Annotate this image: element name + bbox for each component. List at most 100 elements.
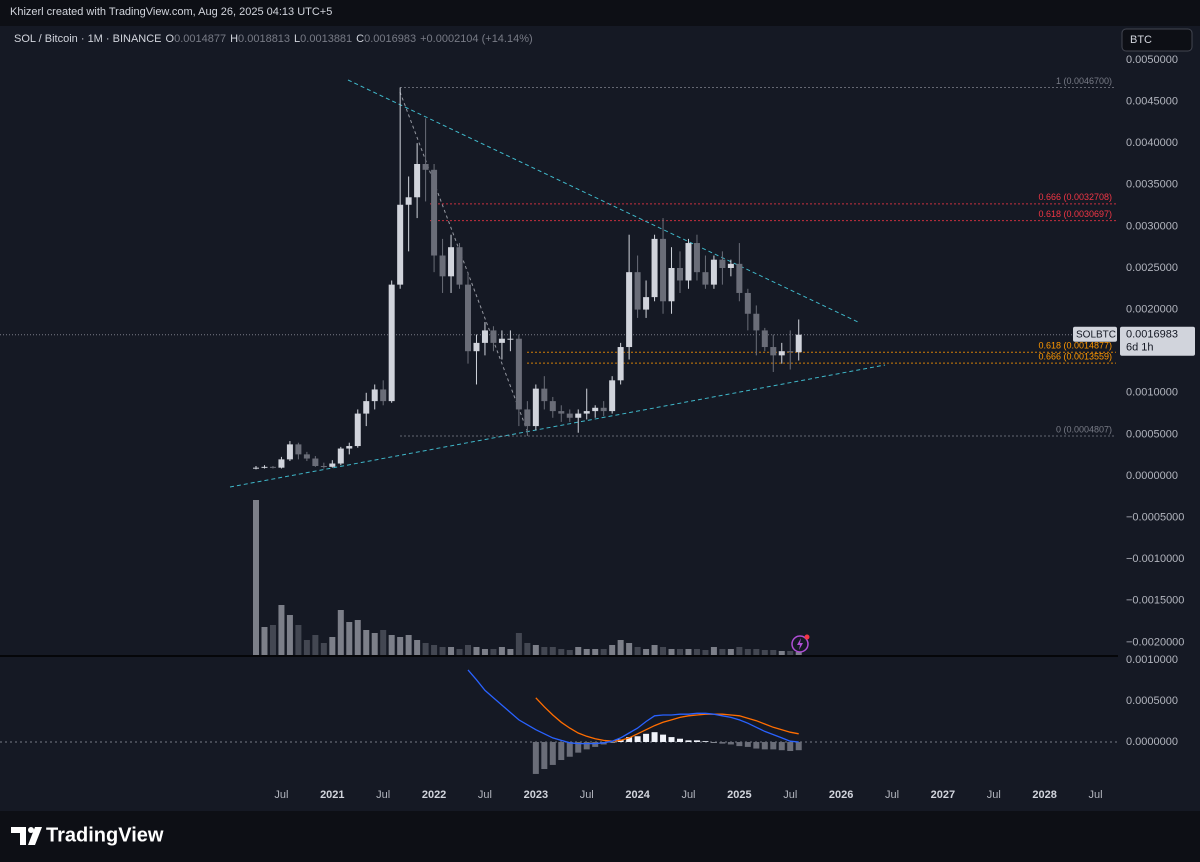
candle-body: [337, 448, 344, 464]
histogram-bar: [761, 742, 768, 750]
volume-bar: [634, 647, 641, 655]
histogram-bar: [770, 742, 777, 750]
candle-body: [481, 330, 488, 343]
volume-bar: [651, 645, 658, 655]
volume-bar: [643, 649, 650, 655]
x-tick-label: 2026: [829, 789, 853, 801]
y-tick-label: 0.0040000: [1126, 137, 1178, 149]
ohlc-value: 0.0018813: [238, 33, 290, 45]
y-tick-label: 0.0030000: [1126, 220, 1178, 232]
macd-tick-label: 0.0010000: [1126, 654, 1178, 666]
brand: TradingView: [46, 824, 164, 846]
histogram-bar: [626, 737, 633, 742]
volume-bar: [770, 650, 777, 655]
symbol: SOL / Bitcoin · 1M · BINANCE: [14, 33, 162, 45]
volume-bar: [286, 615, 293, 655]
candle-body: [651, 238, 658, 298]
histogram-bar: [795, 742, 802, 751]
candle-body: [541, 388, 548, 402]
fib-levels: 1 (0.0046700) 0.666 (0.0032708) 0.618 (0.0…: [0, 76, 1118, 437]
volume-bar: [456, 649, 463, 655]
histogram-bar: [643, 733, 650, 742]
volume-bar: [600, 649, 607, 655]
candle-body: [261, 466, 268, 468]
candle-body: [643, 297, 650, 310]
logo-mark: [28, 827, 34, 833]
ohlc-value: 0.0013881: [300, 33, 352, 45]
candle-body: [388, 284, 395, 402]
macd-line: [467, 669, 799, 745]
volume-bar: [337, 610, 344, 655]
x-tick-label: 2024: [625, 789, 650, 801]
candle-body: [524, 409, 531, 427]
macd-pane: 0.0010000 0.0005000 0.0000000: [0, 654, 1178, 774]
volume-bar: [558, 649, 565, 655]
volume-bar: [481, 649, 488, 655]
signal-line: [535, 697, 799, 742]
y-tick-label: 0.0005000: [1126, 428, 1178, 440]
fib-label: 0.666 (0.0032708): [1038, 192, 1112, 202]
histogram-bar: [727, 742, 734, 745]
candle-body: [278, 459, 285, 468]
candle-body: [592, 407, 599, 412]
chart-area: [0, 26, 1200, 811]
volume-bar: [397, 637, 404, 655]
y-tick-label: −0.0005000: [1126, 512, 1184, 524]
candle-body: [609, 380, 616, 412]
volume-bar: [575, 647, 582, 655]
histogram-bar: [702, 741, 709, 742]
x-tick-label: 2022: [422, 789, 446, 801]
volume-bar: [795, 652, 802, 655]
candle-body: [787, 351, 794, 353]
volume-bar: [253, 500, 259, 655]
volume-bar: [660, 647, 667, 655]
histogram-bar: [736, 742, 743, 747]
candle-body: [490, 330, 497, 343]
volume-bar: [609, 645, 616, 655]
histogram-bar: [719, 742, 726, 744]
volume-bar: [346, 622, 353, 655]
candles: [253, 87, 802, 470]
currency-button[interactable]: [1121, 28, 1193, 52]
histogram-bar: [592, 742, 599, 747]
change: +0.0002104 (+14.14%): [420, 33, 533, 45]
ohlc-label: L: [294, 33, 300, 45]
candle-body: [710, 259, 717, 285]
macd-tick-label: 0.0000000: [1126, 736, 1178, 748]
candle-body: [660, 238, 667, 302]
candle-body: [329, 463, 336, 467]
volume-bar: [295, 625, 302, 655]
volume-bar: [414, 640, 421, 655]
volume-bar: [710, 647, 717, 655]
volume-bar: [727, 649, 734, 655]
currency-label[interactable]: BTC: [1130, 34, 1152, 46]
volume-bar: [320, 643, 327, 655]
volume-bar: [473, 647, 480, 655]
candle-body: [498, 338, 505, 343]
volume-bar: [693, 649, 700, 655]
candle-body: [753, 313, 760, 331]
watermark: Khizerl created with TradingView.com, Au…: [10, 6, 332, 18]
volume-bar: [744, 649, 751, 655]
candle-body: [507, 338, 514, 340]
candle-body: [253, 467, 259, 469]
volume-bar: [380, 630, 387, 655]
candle-body: [575, 413, 582, 418]
volume-bar: [626, 643, 633, 655]
countdown: 6d 1h: [1126, 342, 1154, 354]
legend: SOL / Bitcoin · 1M · BINANCE O0.0014877 H0…: [14, 33, 533, 45]
volume-bar: [549, 647, 556, 655]
histogram-bar: [634, 736, 641, 742]
histogram-bar: [693, 740, 700, 742]
logo: TradingView: [11, 824, 164, 846]
candle-body: [583, 411, 590, 414]
candle-body: [795, 334, 802, 353]
time-axis: Jul 2021 Jul 2022 Jul 2023 Jul 2024 Jul 2025 Jul 20…: [274, 789, 1102, 801]
price-axis: 0.0050000 0.0045000 0.0040000 0.0035000 0.00…: [1073, 54, 1195, 648]
x-tick-label: 2027: [931, 789, 955, 801]
y-tick-label: −0.0020000: [1126, 636, 1184, 648]
alert-icon[interactable]: [791, 635, 809, 653]
candle-body: [549, 401, 556, 412]
